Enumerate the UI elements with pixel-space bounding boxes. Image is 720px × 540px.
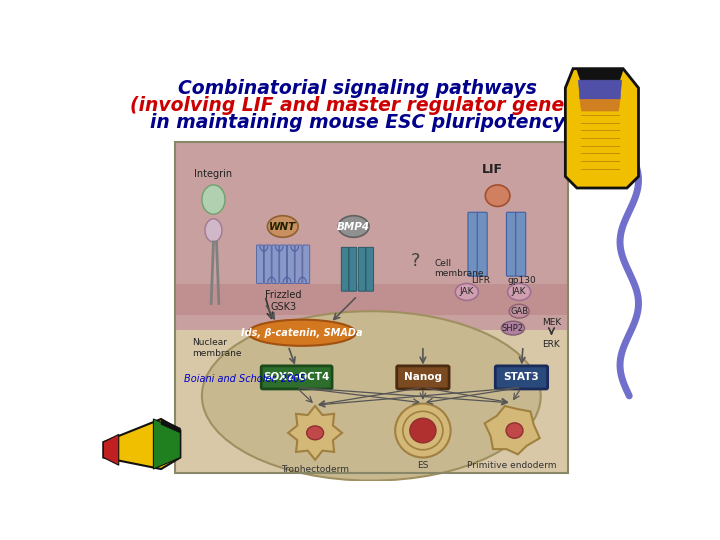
- Text: gp130: gp130: [507, 276, 536, 285]
- Ellipse shape: [501, 321, 525, 335]
- Text: ?: ?: [410, 252, 420, 270]
- Text: Nuclear
membrane: Nuclear membrane: [192, 338, 241, 357]
- Ellipse shape: [248, 320, 356, 346]
- Text: SHP2: SHP2: [502, 323, 524, 333]
- Ellipse shape: [506, 423, 523, 438]
- FancyBboxPatch shape: [397, 366, 449, 389]
- FancyBboxPatch shape: [261, 366, 332, 389]
- Text: BMP4: BMP4: [337, 221, 370, 232]
- FancyBboxPatch shape: [516, 212, 526, 276]
- Polygon shape: [580, 99, 620, 111]
- Text: GAB: GAB: [510, 307, 528, 316]
- FancyBboxPatch shape: [495, 366, 548, 389]
- Text: (involving LIF and master regulator genes): (involving LIF and master regulator gene…: [130, 96, 585, 114]
- FancyBboxPatch shape: [175, 284, 567, 315]
- Polygon shape: [153, 419, 180, 469]
- Ellipse shape: [202, 311, 541, 481]
- FancyBboxPatch shape: [287, 245, 294, 284]
- Ellipse shape: [508, 284, 531, 300]
- Text: Ids, β-catenin, SMADa: Ids, β-catenin, SMADa: [241, 328, 363, 338]
- Text: LIFR: LIFR: [471, 276, 490, 285]
- Ellipse shape: [395, 403, 451, 457]
- FancyBboxPatch shape: [272, 245, 279, 284]
- Polygon shape: [577, 69, 623, 80]
- FancyBboxPatch shape: [175, 330, 567, 473]
- FancyBboxPatch shape: [295, 245, 302, 284]
- Text: Nanog: Nanog: [404, 373, 442, 382]
- FancyBboxPatch shape: [359, 247, 366, 291]
- Polygon shape: [104, 434, 119, 465]
- Text: MEK: MEK: [542, 318, 561, 327]
- Ellipse shape: [205, 219, 222, 242]
- Text: WNT: WNT: [269, 221, 297, 232]
- Polygon shape: [288, 406, 342, 460]
- Text: GSK3: GSK3: [271, 302, 297, 312]
- FancyBboxPatch shape: [468, 212, 478, 276]
- Ellipse shape: [410, 418, 436, 443]
- FancyBboxPatch shape: [279, 245, 287, 284]
- Ellipse shape: [485, 185, 510, 206]
- Text: Cell
membrane: Cell membrane: [434, 259, 484, 278]
- FancyBboxPatch shape: [349, 247, 356, 291]
- Text: LIF: LIF: [482, 164, 503, 177]
- Polygon shape: [485, 406, 540, 454]
- Ellipse shape: [267, 215, 298, 237]
- FancyBboxPatch shape: [477, 212, 487, 276]
- FancyBboxPatch shape: [506, 212, 516, 276]
- Text: SOX2-OCT4: SOX2-OCT4: [264, 373, 330, 382]
- Ellipse shape: [509, 304, 529, 318]
- Text: STAT3: STAT3: [503, 373, 539, 382]
- Ellipse shape: [338, 215, 369, 237]
- Polygon shape: [578, 80, 621, 99]
- Ellipse shape: [307, 426, 323, 440]
- FancyBboxPatch shape: [341, 247, 349, 291]
- Polygon shape: [161, 419, 180, 433]
- Text: in maintaining mouse ESC pluripotency: in maintaining mouse ESC pluripotency: [150, 112, 565, 132]
- Text: JAK: JAK: [512, 287, 526, 296]
- Text: Integrin: Integrin: [194, 169, 233, 179]
- Polygon shape: [104, 419, 180, 469]
- FancyBboxPatch shape: [175, 142, 567, 330]
- Text: Combinatorial signaling pathways: Combinatorial signaling pathways: [178, 79, 537, 98]
- Text: Frizzled: Frizzled: [264, 289, 301, 300]
- FancyBboxPatch shape: [264, 245, 271, 284]
- FancyBboxPatch shape: [256, 245, 264, 284]
- FancyBboxPatch shape: [303, 245, 310, 284]
- Ellipse shape: [455, 284, 478, 300]
- Text: Primitive endoderm: Primitive endoderm: [467, 461, 557, 470]
- Polygon shape: [565, 69, 639, 188]
- Ellipse shape: [202, 185, 225, 214]
- Text: Trophectoderm: Trophectoderm: [281, 465, 349, 474]
- Text: ES: ES: [417, 461, 428, 470]
- FancyBboxPatch shape: [366, 247, 374, 291]
- Text: ERK: ERK: [543, 340, 560, 349]
- Text: Boiani and Scholer, 2005: Boiani and Scholer, 2005: [184, 374, 306, 384]
- Text: JAK: JAK: [459, 287, 474, 296]
